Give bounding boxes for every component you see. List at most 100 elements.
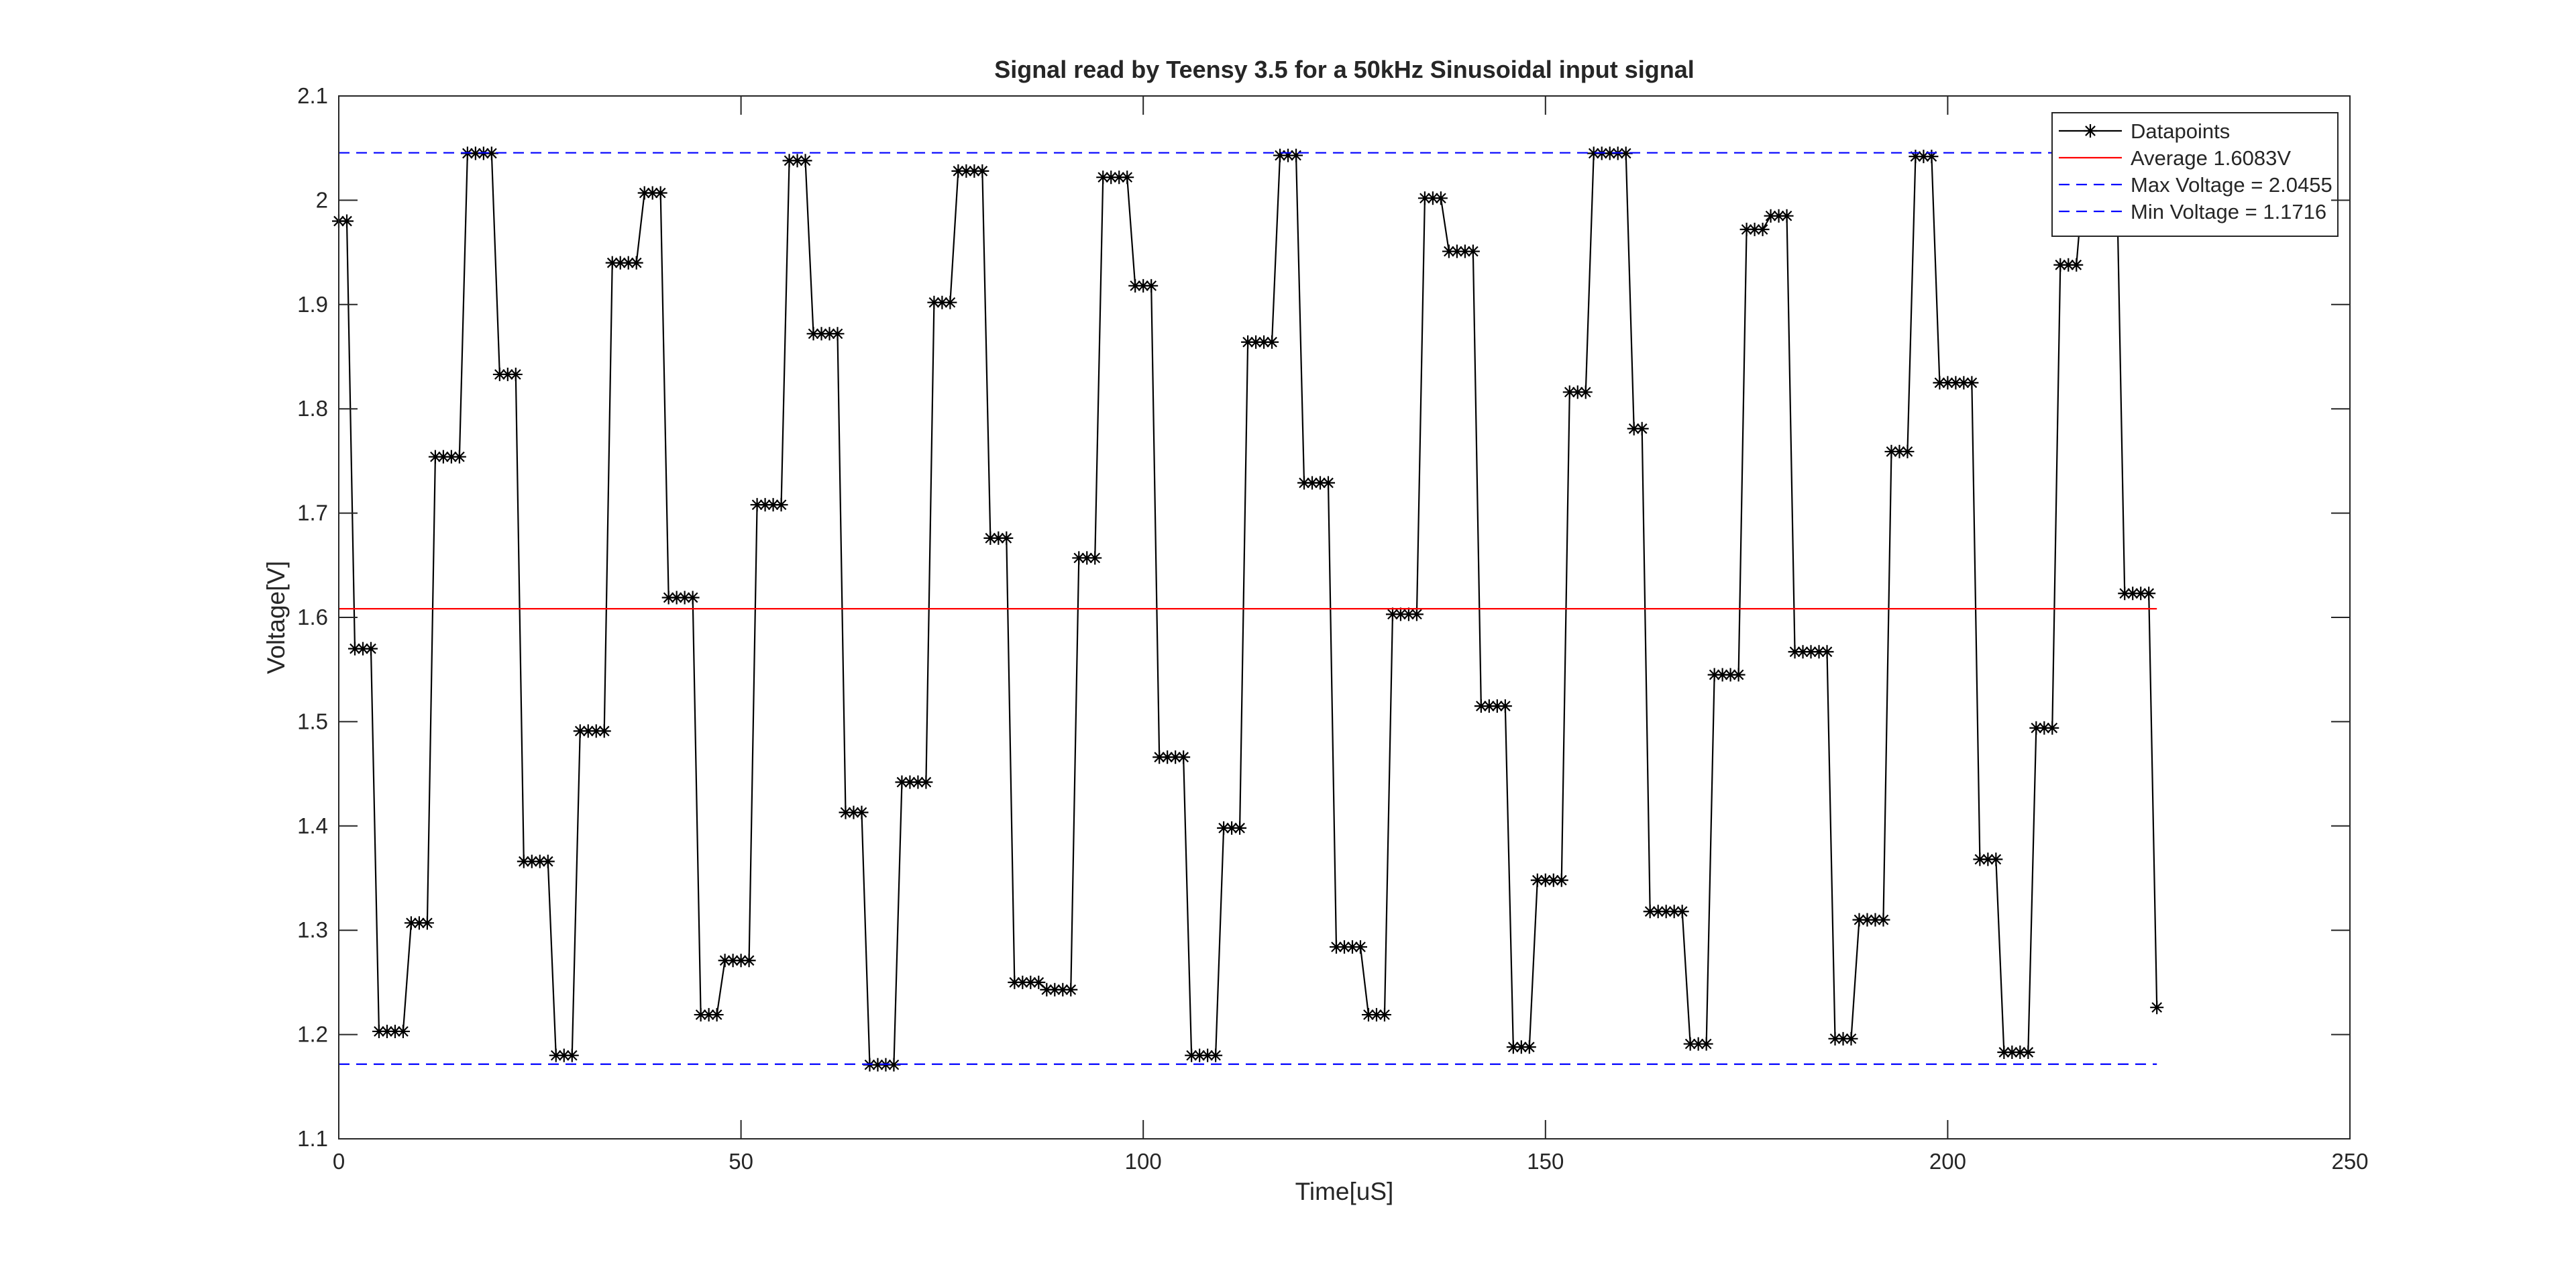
- y-tick-label: 1.9: [297, 292, 328, 317]
- data-point: [1997, 1046, 2011, 1060]
- data-point: [1450, 244, 1464, 258]
- data-point: [1562, 385, 1576, 399]
- legend-label: Average 1.6083V: [2131, 146, 2291, 170]
- data-point: [1128, 278, 1142, 293]
- data-point: [2070, 258, 2084, 272]
- data-point: [541, 854, 555, 868]
- data-point: [1876, 913, 1890, 927]
- data-point: [1056, 982, 1070, 997]
- data-point: [927, 295, 941, 309]
- data-point: [653, 186, 667, 200]
- data-point: [1981, 852, 1995, 866]
- data-point: [565, 1048, 579, 1062]
- data-point: [2142, 587, 2156, 601]
- y-tick-label: 1.5: [297, 709, 328, 733]
- data-point: [1715, 668, 1729, 682]
- data-point: [347, 642, 362, 656]
- data-point: [2045, 721, 2059, 735]
- data-point: [1104, 170, 1118, 185]
- data-point: [557, 1048, 571, 1062]
- data-point: [2150, 1001, 2164, 1015]
- data-point: [806, 327, 820, 341]
- data-point: [1064, 982, 1078, 997]
- data-point: [1322, 476, 1336, 490]
- data-point: [1185, 1048, 1199, 1062]
- data-point: [1338, 940, 1351, 954]
- data-point: [356, 642, 370, 656]
- data-point: [1265, 335, 1279, 349]
- data-point: [1796, 645, 1810, 659]
- data-point: [452, 450, 466, 464]
- data-point: [1313, 476, 1328, 490]
- data-point: [1217, 821, 1231, 835]
- data-point: [678, 591, 692, 605]
- data-point: [1989, 852, 2003, 866]
- data-point: [1659, 905, 1673, 919]
- data-point: [766, 498, 780, 512]
- data-point: [1965, 376, 1979, 390]
- x-tick-label: 150: [1527, 1149, 1564, 1174]
- data-point: [1514, 1040, 1528, 1054]
- data-point: [1619, 146, 1633, 160]
- data-point: [2134, 587, 2148, 601]
- data-point: [1554, 873, 1568, 887]
- data-point: [1377, 1008, 1391, 1022]
- data-point: [1603, 146, 1617, 160]
- data-point: [1900, 444, 1915, 458]
- data-point: [1530, 873, 1544, 887]
- data-point: [621, 256, 635, 270]
- data-point: [1409, 607, 1424, 621]
- data-point: [726, 954, 740, 968]
- data-point: [1161, 750, 1175, 764]
- data-point: [1273, 148, 1287, 162]
- data-point: [1305, 476, 1320, 490]
- data-point: [1707, 668, 1721, 682]
- data-point: [468, 146, 482, 160]
- data-point: [1442, 244, 1456, 258]
- data-point: [758, 498, 772, 512]
- data-point: [2053, 258, 2068, 272]
- data-point: [1699, 1037, 1713, 1051]
- data-point: [1112, 170, 1126, 185]
- data-point: [1289, 148, 1303, 162]
- data-point: [1225, 821, 1239, 835]
- data-point: [1973, 852, 1987, 866]
- data-point: [887, 1058, 901, 1072]
- data-point: [444, 450, 458, 464]
- data-point: [1788, 645, 1802, 659]
- data-point: [396, 1024, 410, 1038]
- data-point: [364, 642, 378, 656]
- data-point: [1048, 982, 1062, 997]
- data-point: [822, 327, 837, 341]
- data-point: [1466, 244, 1480, 258]
- data-point: [1836, 1031, 1850, 1046]
- data-point: [1651, 905, 1665, 919]
- data-point: [573, 724, 587, 738]
- data-point: [2118, 587, 2132, 601]
- plot-layer: [332, 146, 2164, 1072]
- data-point: [2021, 1046, 2035, 1060]
- data-point: [1385, 607, 1399, 621]
- data-point: [517, 854, 531, 868]
- plot-area: [339, 96, 2350, 1139]
- data-point: [1691, 1037, 1705, 1051]
- data-point: [782, 154, 796, 168]
- data-point: [1072, 551, 1086, 565]
- data-point: [1257, 335, 1271, 349]
- data-point: [1474, 699, 1488, 713]
- data-point: [814, 327, 828, 341]
- data-point: [2037, 721, 2051, 735]
- data-point: [1361, 1008, 1375, 1022]
- legend-label: Min Voltage = 1.1716: [2131, 200, 2326, 223]
- data-point: [661, 591, 676, 605]
- data-point: [1080, 551, 1094, 565]
- data-point: [525, 854, 539, 868]
- data-point: [1587, 146, 1601, 160]
- data-point: [1120, 170, 1134, 185]
- data-point: [669, 591, 684, 605]
- data-point: [404, 916, 418, 930]
- data-point: [702, 1008, 716, 1022]
- data-point: [1820, 645, 1834, 659]
- data-point: [774, 498, 788, 512]
